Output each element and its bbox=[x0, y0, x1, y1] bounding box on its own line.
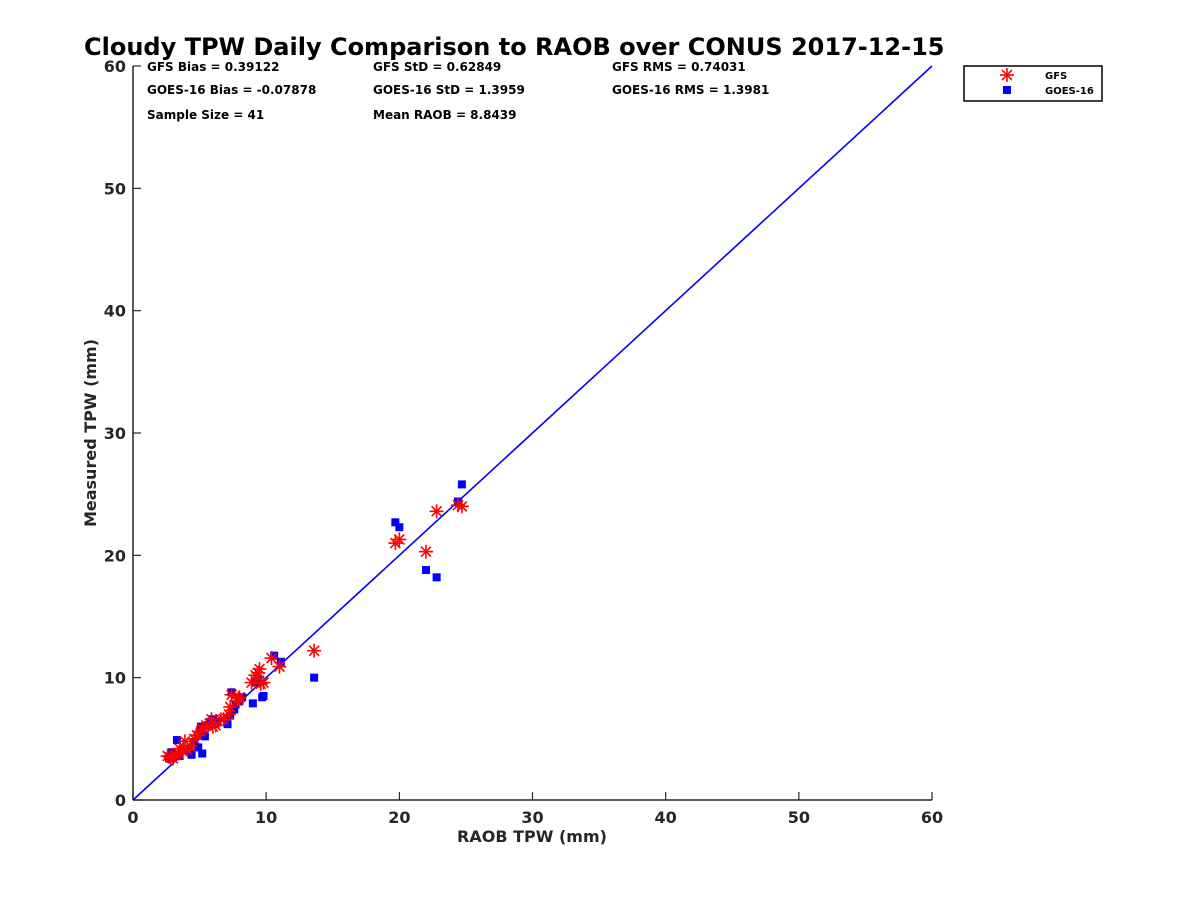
axes: 0 10 20 30 40 50 60 0 10 20 30 40 50 60 bbox=[104, 57, 943, 827]
goes16-point bbox=[391, 518, 400, 527]
legend-goes16-marker bbox=[1003, 86, 1011, 94]
goes16-point bbox=[198, 749, 207, 758]
x-axis-label: RAOB TPW (mm) bbox=[457, 827, 607, 846]
legend-goes16-label: GOES-16 bbox=[1045, 86, 1094, 97]
stat-gfs-rms: GFS RMS = 0.74031 bbox=[612, 60, 746, 74]
legend-gfs-label: GFS bbox=[1045, 71, 1067, 82]
gfs-point bbox=[163, 750, 178, 765]
stat-goes16-std: GOES-16 StD = 1.3959 bbox=[373, 83, 525, 97]
y-tick-label: 60 bbox=[104, 57, 126, 76]
x-tick-label: 0 bbox=[127, 808, 138, 827]
gfs-point bbox=[187, 731, 202, 746]
gfs-point bbox=[272, 659, 287, 674]
one-to-one-line bbox=[132, 65, 933, 801]
stat-gfs-bias: GFS Bias = 0.39122 bbox=[147, 60, 279, 74]
goes16-point bbox=[172, 736, 181, 745]
gfs-point bbox=[195, 722, 210, 737]
stat-gfs-std: GFS StD = 0.62849 bbox=[373, 60, 501, 74]
stat-mean-raob: Mean RAOB = 8.8439 bbox=[373, 108, 517, 122]
gfs-point bbox=[392, 532, 407, 547]
goes16-point bbox=[276, 657, 285, 666]
stat-goes16-rms: GOES-16 RMS = 1.3981 bbox=[612, 83, 769, 97]
data-points bbox=[160, 480, 469, 766]
y-tick-label: 10 bbox=[104, 669, 126, 688]
x-tick-label: 10 bbox=[255, 808, 277, 827]
goes16-point bbox=[230, 705, 239, 714]
gfs-point bbox=[232, 690, 247, 705]
gfs-point bbox=[253, 676, 268, 691]
gfs-point bbox=[205, 719, 220, 734]
y-tick-label: 50 bbox=[104, 179, 126, 198]
gfs-point bbox=[429, 504, 444, 519]
gfs-point bbox=[307, 643, 322, 658]
stats-block: GFS Bias = 0.39122 GFS StD = 0.62849 GFS… bbox=[147, 60, 769, 122]
gfs-point bbox=[251, 665, 266, 680]
gfs-point bbox=[418, 544, 433, 559]
goes16-point bbox=[432, 573, 441, 582]
y-tick-label: 30 bbox=[104, 424, 126, 443]
x-tick-label: 60 bbox=[921, 808, 943, 827]
one-to-one-reference-line bbox=[132, 65, 933, 801]
gfs-point bbox=[264, 651, 279, 666]
legend-gfs-asterisk bbox=[1000, 68, 1014, 82]
x-tick-label: 50 bbox=[788, 808, 810, 827]
goes16-point bbox=[310, 673, 319, 682]
gfs-point bbox=[454, 499, 469, 514]
stat-goes16-bias: GOES-16 Bias = -0.07878 bbox=[147, 83, 316, 97]
goes16-point bbox=[421, 566, 430, 575]
x-tick-label: 40 bbox=[655, 808, 677, 827]
goes16-point bbox=[259, 692, 268, 701]
goes16-point bbox=[395, 523, 404, 532]
gfs-point bbox=[244, 675, 259, 690]
goes16-point bbox=[248, 699, 257, 708]
y-tick-label: 40 bbox=[104, 302, 126, 321]
stat-sample-size: Sample Size = 41 bbox=[147, 108, 264, 122]
gfs-point bbox=[216, 712, 231, 727]
legend-box bbox=[963, 65, 1103, 102]
x-tick-label: 30 bbox=[521, 808, 543, 827]
goes16-point bbox=[457, 480, 466, 489]
legend-gfs-marker bbox=[1000, 68, 1014, 82]
y-tick-label: 20 bbox=[104, 546, 126, 565]
chart-title: Cloudy TPW Daily Comparison to RAOB over… bbox=[84, 33, 944, 61]
y-axis-label: Measured TPW (mm) bbox=[81, 339, 100, 527]
x-tick-label: 20 bbox=[388, 808, 410, 827]
gfs-point bbox=[175, 744, 190, 759]
y-tick-label: 0 bbox=[115, 791, 126, 810]
legend: GFS GOES-16 bbox=[963, 65, 1103, 102]
